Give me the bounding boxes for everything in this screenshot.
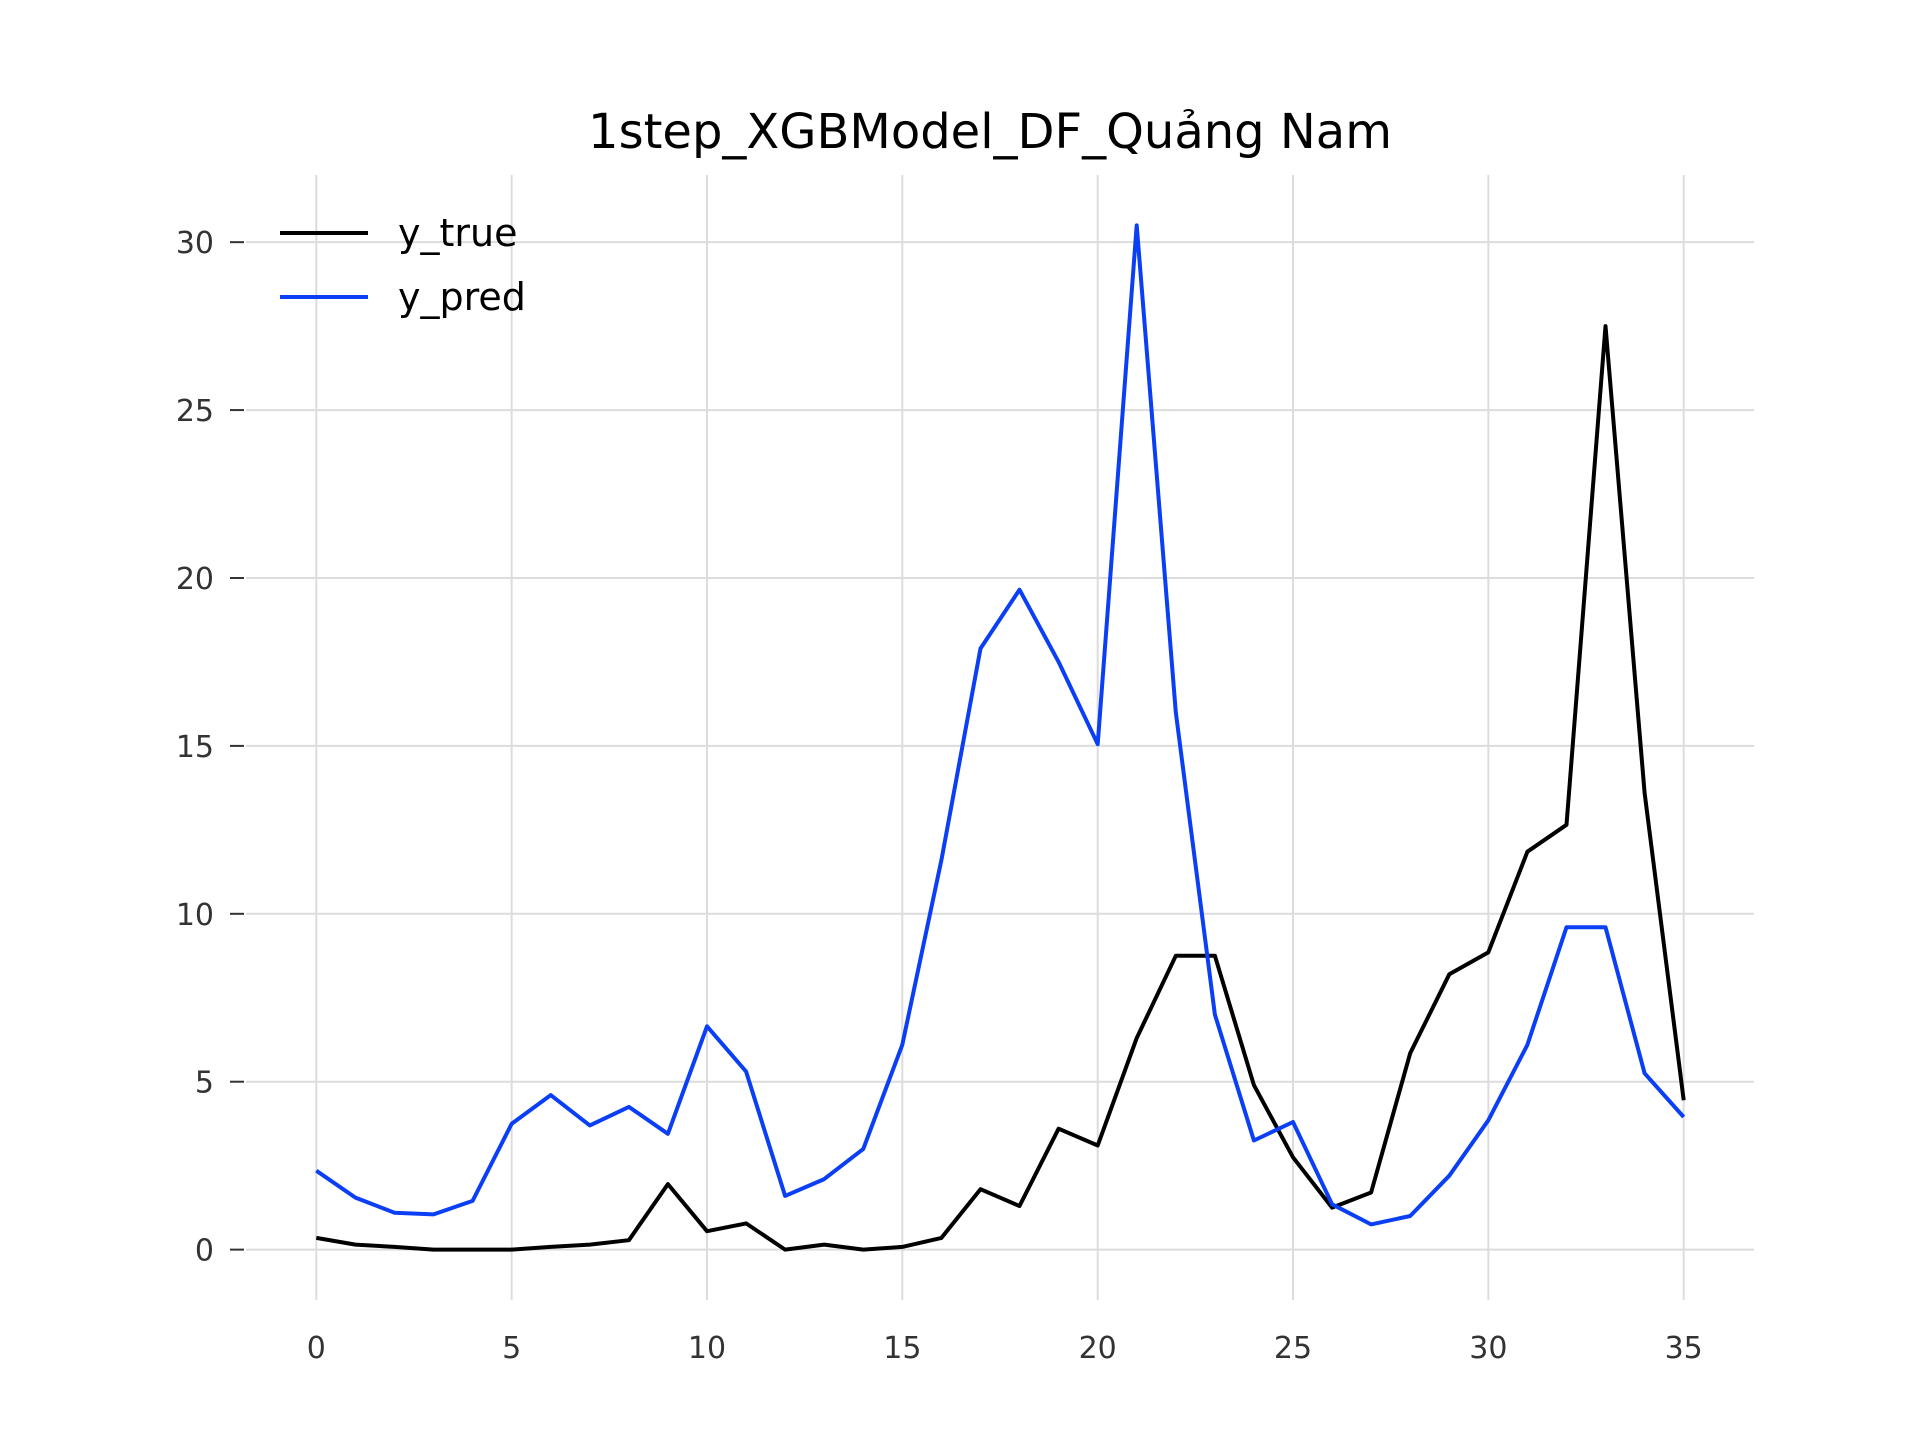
x-tick-label: 25	[1274, 1331, 1312, 1366]
y-tick-label: 25	[176, 394, 214, 429]
legend-label-y-true: y_true	[398, 211, 517, 255]
series-lines	[315, 223, 1686, 1252]
legend: y_true y_pred	[280, 211, 526, 319]
x-tick-label: 35	[1665, 1331, 1703, 1366]
series-line-y-true	[315, 324, 1686, 1252]
axis-ticks: 0 5 10 15 20 25 30 35 0 5 10 15 20 25 30	[176, 226, 1703, 1366]
y-tick-label: 10	[176, 898, 214, 933]
chart-title: 1step_XGBModel_DF_Quảng Nam	[588, 104, 1392, 160]
y-tick-label: 0	[195, 1234, 214, 1269]
y-tick-label: 30	[176, 226, 214, 261]
x-tick-label: 15	[883, 1331, 921, 1366]
x-tick-label: 30	[1469, 1331, 1507, 1366]
legend-label-y-pred: y_pred	[398, 275, 526, 319]
y-tick-label: 5	[195, 1066, 214, 1101]
x-tick-label: 10	[688, 1331, 726, 1366]
y-tick-label: 15	[176, 730, 214, 765]
y-tick-label: 20	[176, 562, 214, 597]
x-tick-label: 5	[502, 1331, 521, 1366]
series-line-y-pred	[315, 223, 1686, 1227]
x-tick-label: 20	[1079, 1331, 1117, 1366]
x-tick-label: 0	[307, 1331, 326, 1366]
